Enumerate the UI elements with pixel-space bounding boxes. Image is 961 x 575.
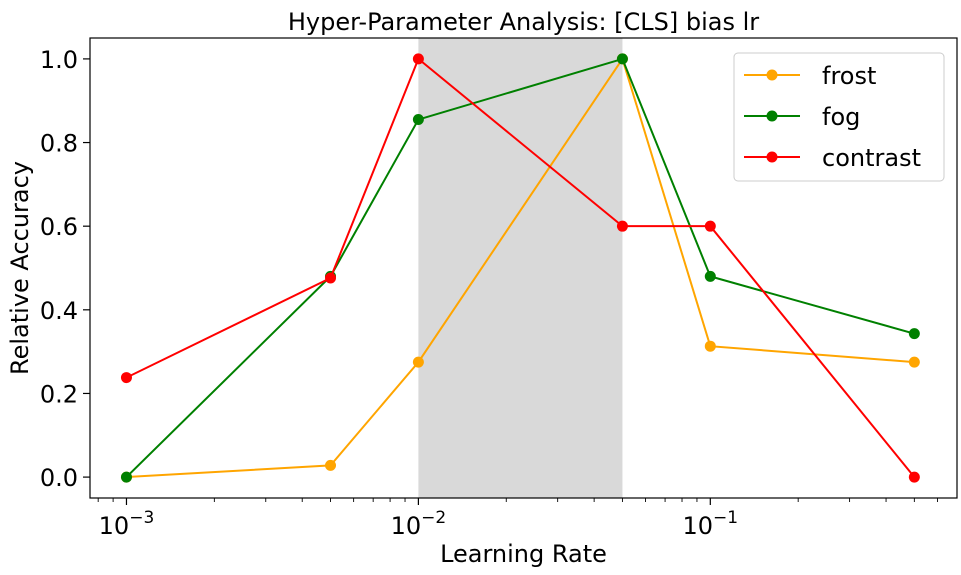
legend-marker-contrast <box>766 151 778 163</box>
shaded-region-layer <box>418 38 623 498</box>
y-axis-label: Relative Accuracy <box>6 161 34 375</box>
data-point-contrast <box>412 53 424 65</box>
x-tick-label: 10−2 <box>391 508 447 540</box>
legend-marker-frost <box>766 69 778 81</box>
axes-layer <box>89 37 958 499</box>
shaded-region <box>418 38 623 498</box>
series-line-frost <box>126 56 915 479</box>
data-point-contrast <box>616 220 628 232</box>
data-point-fog <box>412 114 424 126</box>
y-tick-label: 1.0 <box>40 46 78 74</box>
data-point-frost <box>704 340 716 352</box>
x-ticks: 10−3 10−2 10−1 <box>97 498 938 540</box>
series-line-fog <box>125 57 915 478</box>
data-point-fog <box>704 270 716 282</box>
legend: frost fog contrast <box>733 52 945 182</box>
data-point-fog <box>908 328 920 340</box>
x-tick-label: 10−3 <box>99 508 155 540</box>
data-point-contrast <box>325 272 337 284</box>
x-axis-label: Learning Rate <box>440 540 607 568</box>
data-point-fog <box>616 53 628 65</box>
legend-label-frost: frost <box>822 62 876 90</box>
y-tick-label: 0.2 <box>40 380 78 408</box>
series-line-contrast <box>126 57 916 478</box>
data-point-frost <box>412 356 424 368</box>
data-point-contrast <box>704 220 716 232</box>
y-tick-label: 0.6 <box>40 213 78 241</box>
legend-marker-fog <box>766 110 778 122</box>
legend-label-contrast: contrast <box>822 144 921 172</box>
data-point-fog <box>120 471 132 483</box>
y-ticks: 0.0 0.2 0.4 0.6 0.8 1.0 <box>40 46 90 492</box>
chart-title: Hyper-Parameter Analysis: [CLS] bias lr <box>288 8 759 36</box>
legend-label-fog: fog <box>822 103 860 131</box>
data-point-contrast <box>908 471 920 483</box>
data-point-frost <box>325 459 337 471</box>
x-tick-label: 10−1 <box>682 508 738 540</box>
legend-box <box>733 52 945 182</box>
data-point-frost <box>908 356 920 368</box>
y-tick-label: 0.0 <box>40 464 78 492</box>
plot-frame <box>89 37 958 499</box>
series-layer <box>120 53 920 483</box>
data-point-contrast <box>120 372 132 384</box>
y-tick-label: 0.8 <box>40 130 78 158</box>
y-tick-label: 0.4 <box>40 297 78 325</box>
